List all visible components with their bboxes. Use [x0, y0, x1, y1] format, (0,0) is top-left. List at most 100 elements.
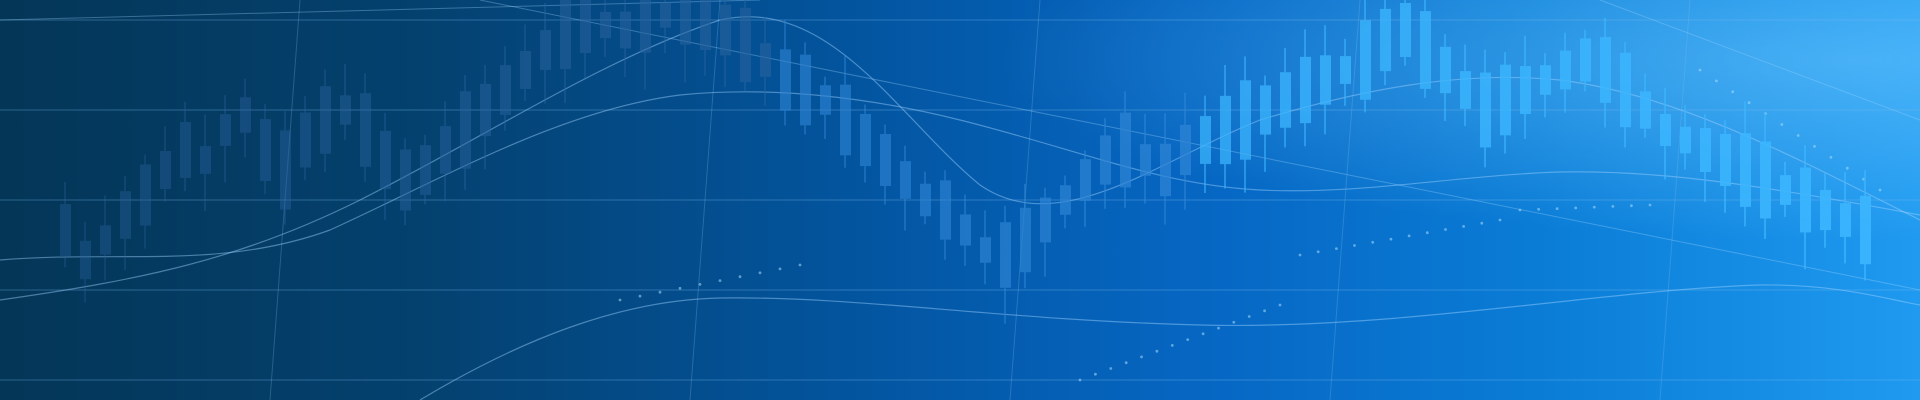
candle-body — [1040, 197, 1051, 243]
candle-body — [1140, 144, 1151, 176]
candlestick — [1760, 113, 1771, 239]
candlestick — [580, 0, 591, 78]
indicator-dot — [1094, 372, 1097, 376]
candle-body — [860, 113, 871, 167]
indicator-dot — [618, 298, 622, 302]
candlestick — [1580, 29, 1591, 92]
candle-body — [720, 4, 731, 56]
candlestick — [740, 0, 751, 91]
candle-body — [960, 214, 971, 246]
candlestick — [1600, 17, 1611, 128]
candle-body — [1460, 71, 1471, 109]
candlestick — [600, 0, 611, 57]
candle-body — [640, 0, 651, 53]
indicator-dot — [1747, 101, 1751, 105]
candlestick — [80, 221, 91, 303]
candle-body — [1580, 38, 1591, 82]
candlestick — [900, 145, 911, 231]
candle-body — [1260, 85, 1271, 135]
candlestick — [1080, 150, 1091, 227]
candlestick — [180, 101, 191, 192]
indicator-dot — [1078, 378, 1082, 382]
candle-body — [180, 122, 191, 178]
candle-body — [220, 114, 231, 146]
candlestick — [260, 104, 271, 195]
candle-body — [1320, 55, 1331, 105]
candlestick — [300, 96, 311, 181]
candle-body — [620, 11, 631, 49]
candle-body — [1520, 66, 1531, 114]
indicator-dot — [1217, 326, 1220, 330]
candle-body — [1380, 8, 1391, 72]
indicator-dot — [1630, 204, 1633, 208]
indicator-dot — [1498, 218, 1502, 222]
candle-body — [280, 130, 291, 210]
horizontal-grid-lines — [0, 19, 1920, 381]
indicator-dot — [1555, 207, 1559, 211]
candlestick — [280, 111, 291, 225]
candlestick — [500, 46, 511, 131]
candlestick — [1460, 44, 1471, 127]
candle-body — [900, 161, 911, 199]
candle-body — [440, 126, 451, 174]
candle-body — [1800, 167, 1811, 233]
candlestick — [1560, 32, 1571, 113]
candlestick — [620, 0, 631, 77]
dotted-indicator-points — [618, 68, 1882, 382]
indicator-dot — [718, 279, 722, 282]
candlestick — [1860, 170, 1871, 281]
candle-body — [980, 237, 991, 263]
indicator-dot — [1796, 134, 1800, 137]
indicator-dot — [1186, 338, 1190, 341]
indicator-dot — [1698, 68, 1702, 72]
indicator-dot — [738, 275, 742, 279]
candlestick — [1680, 105, 1691, 170]
candle-body — [80, 240, 91, 280]
candle-body — [500, 65, 511, 115]
indicator-dot — [658, 290, 662, 294]
candlestick — [1480, 49, 1491, 168]
grid-line — [269, 0, 301, 400]
candlestick — [1440, 34, 1451, 121]
indicator-dot — [1480, 221, 1484, 225]
candle-body — [760, 43, 771, 77]
candlestick — [1660, 87, 1671, 180]
indicator-dot — [1353, 244, 1356, 247]
candle-body — [200, 146, 211, 174]
candle-body — [560, 0, 571, 70]
candle-body — [60, 204, 71, 256]
candlestick — [420, 134, 431, 205]
candlestick — [120, 176, 131, 271]
indicator-dot — [758, 271, 762, 275]
indicator-dot — [1731, 90, 1735, 94]
candle-body — [480, 83, 491, 137]
candlestick — [720, 0, 731, 88]
candle-body — [1000, 222, 1011, 288]
candle-body — [1600, 37, 1611, 103]
candlestick — [1740, 101, 1751, 227]
candlestick — [240, 78, 251, 158]
candle-body — [920, 183, 931, 217]
vertical-grid-lines — [269, 0, 1691, 400]
candlestick — [60, 181, 71, 268]
indicator-dot — [1335, 247, 1338, 251]
candle-body — [300, 112, 311, 168]
candlestick — [1180, 92, 1191, 210]
candlestick — [940, 170, 951, 260]
candlestick — [200, 114, 211, 211]
candle-body — [820, 85, 831, 115]
candlestick — [460, 75, 471, 190]
candlestick — [1220, 64, 1231, 189]
candle-body — [840, 84, 851, 156]
candle-body — [1660, 114, 1671, 146]
candlestick — [800, 42, 811, 135]
indicator-dot — [1878, 188, 1882, 192]
indicator-dot — [1278, 303, 1282, 307]
indicator-dot — [1316, 250, 1320, 254]
indicator-dot — [1715, 79, 1718, 83]
candlestick — [1320, 25, 1331, 135]
indicator-dot — [1201, 332, 1205, 336]
candlestick — [680, 0, 691, 83]
candle-body — [1480, 72, 1491, 148]
